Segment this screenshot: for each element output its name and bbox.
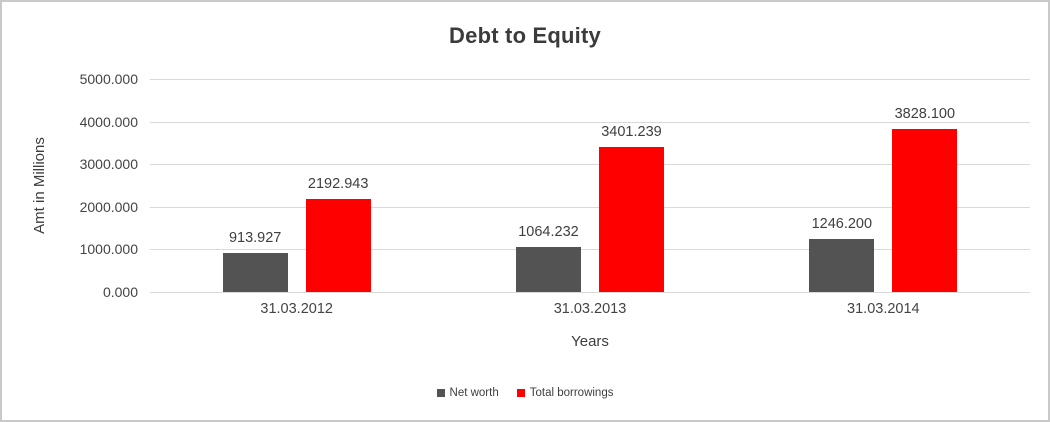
legend-label: Net worth	[449, 387, 499, 399]
y-axis-tick-labels: 0.000 1000.000 2000.000 3000.000 4000.000 500…	[2, 71, 138, 300]
bar-value-label: 2192.943	[307, 175, 369, 192]
bar-column: 913.927	[222, 79, 288, 292]
bar-group: 913.927 2192.943	[150, 79, 443, 292]
x-category-label: 31.03.2012	[260, 301, 333, 317]
legend-entry: Net worth	[436, 387, 499, 399]
x-category-label: 31.03.2013	[553, 301, 627, 317]
bar	[515, 246, 581, 292]
bar-value-label: 3828.100	[894, 105, 956, 122]
chart-title: Debt to Equity	[449, 23, 601, 48]
gridline	[150, 292, 1030, 293]
legend-swatch-icon	[516, 389, 525, 397]
bar	[222, 253, 288, 292]
bar-value-label: 1064.232	[518, 223, 579, 240]
y-tick-label: 2000.000	[79, 198, 138, 215]
y-tick-label: 3000.000	[79, 156, 138, 173]
bar	[892, 128, 958, 292]
x-axis-title: Years	[571, 333, 609, 350]
bar-column: 1246.200	[809, 79, 875, 292]
legend-entry: Total borrowings	[516, 387, 614, 399]
bar-column: 2192.943	[305, 79, 371, 292]
legend: Net worth Total borrowings	[2, 387, 1048, 399]
bar-value-label: 913.927	[228, 230, 282, 247]
bar	[809, 238, 875, 292]
bar	[305, 198, 371, 292]
bar-column: 1064.232	[515, 79, 581, 292]
gridline	[150, 206, 1030, 208]
bar-column: 3828.100	[892, 79, 958, 292]
legend-swatch-icon	[436, 389, 445, 397]
y-tick-label: 1000.000	[79, 241, 138, 258]
y-tick-label: 5000.000	[79, 71, 138, 87]
bar-column: 3401.239	[598, 79, 664, 292]
y-tick-label: 4000.000	[79, 113, 138, 130]
bar	[598, 147, 664, 292]
bar-value-label: 1246.200	[811, 215, 873, 232]
gridline	[150, 121, 1030, 123]
bar-groups: 913.927 2192.943 1064.232 3401.239 1246.200 3…	[150, 79, 1030, 292]
gridline	[150, 164, 1030, 166]
legend-label: Total borrowings	[529, 387, 614, 399]
x-category-label: 31.03.2014	[847, 301, 920, 317]
gridline	[150, 79, 1030, 80]
x-axis-category-labels: 31.03.2012 31.03.2013 31.03.2014	[150, 301, 1030, 317]
bar-value-label: 3401.239	[601, 124, 662, 141]
gridline	[150, 249, 1030, 251]
bar-group: 1246.200 3828.100	[737, 79, 1030, 292]
y-tick-label: 0.000	[102, 284, 138, 300]
bar-group: 1064.232 3401.239	[443, 79, 736, 292]
plot-area: 913.927 2192.943 1064.232 3401.239 1246.200 3…	[150, 79, 1030, 293]
